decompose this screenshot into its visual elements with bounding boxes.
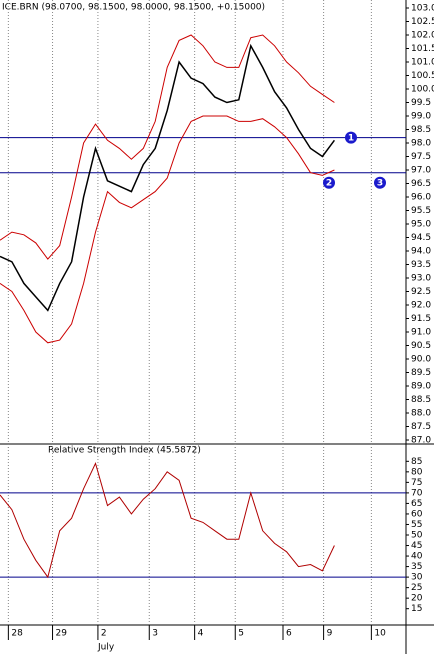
x-tick-label: 9 [327, 629, 333, 639]
y-tick-label: 88.0 [411, 409, 431, 419]
y-tick-label: 92.0 [411, 301, 431, 311]
y-tick-label: 87.5 [411, 422, 431, 432]
y-tick-label: 96.0 [411, 193, 431, 203]
y-tick-label: 93.0 [411, 274, 431, 284]
y-tick-label: 91.0 [411, 328, 431, 338]
y-tick-label: 102.5 [411, 17, 434, 27]
y-tick-label: 101.5 [411, 44, 434, 54]
x-tick-label: 4 [198, 629, 204, 639]
chart-title: Relative Strength Index (45.5872) [48, 446, 201, 456]
y-tick-label: 90.5 [411, 341, 431, 351]
annotation-label: 1 [348, 134, 354, 144]
y-tick-label: 65 [411, 499, 422, 509]
series-line [0, 115, 335, 344]
y-tick-label: 50 [411, 531, 423, 541]
y-tick-label: 90.0 [411, 355, 431, 365]
annotation-marker [374, 176, 386, 189]
y-tick-label: 92.5 [411, 287, 431, 297]
y-tick-label: 94.5 [411, 233, 431, 243]
y-tick-label: 35 [411, 562, 422, 572]
y-tick-label: 55 [411, 520, 422, 530]
x-tick-label: 29 [56, 629, 68, 639]
annotation-marker [345, 131, 357, 144]
y-tick-label: 25 [411, 583, 422, 593]
y-tick-label: 70 [411, 488, 423, 498]
y-tick-label: 88.5 [411, 395, 431, 405]
y-tick-label: 97.0 [411, 166, 431, 176]
y-tick-label: 96.5 [411, 179, 431, 189]
y-tick-label: 98.5 [411, 125, 431, 135]
annotation-marker [323, 176, 335, 189]
y-tick-label: 101.0 [411, 58, 434, 68]
y-tick-label: 98.0 [411, 139, 431, 149]
y-tick-label: 103.0 [411, 4, 434, 14]
x-tick-label: 3 [152, 629, 158, 639]
y-tick-label: 45 [411, 541, 422, 551]
y-tick-label: 95.0 [411, 220, 431, 230]
month-label: July [97, 643, 115, 653]
x-tick-label: 6 [286, 629, 292, 639]
chart-title: ICE.BRN (98.0700, 98.1500, 98.0000, 98.1… [2, 3, 265, 13]
y-tick-label: 94.0 [411, 247, 431, 257]
y-tick-label: 99.5 [411, 98, 431, 108]
y-tick-label: 93.5 [411, 260, 431, 270]
series-line [0, 34, 335, 260]
y-tick-label: 30 [411, 573, 423, 583]
y-tick-label: 89.0 [411, 382, 431, 392]
y-tick-label: 99.0 [411, 112, 431, 122]
y-tick-label: 91.5 [411, 314, 431, 324]
x-tick-label: 10 [374, 629, 386, 639]
y-tick-label: 100.0 [411, 85, 434, 95]
x-tick-label: 2 [101, 629, 107, 639]
y-tick-label: 40 [411, 552, 423, 562]
y-tick-label: 87.0 [411, 436, 431, 446]
x-tick-label: 28 [11, 629, 23, 639]
y-tick-label: 60 [411, 509, 423, 519]
y-tick-label: 85 [411, 457, 422, 467]
annotation-label: 3 [377, 179, 383, 189]
series-line [0, 461, 335, 579]
y-tick-label: 97.5 [411, 152, 431, 162]
series-line [0, 43, 336, 312]
y-tick-label: 102.0 [411, 31, 434, 41]
y-tick-label: 80 [411, 467, 423, 477]
annotation-label: 2 [326, 179, 332, 189]
y-tick-label: 20 [411, 594, 423, 604]
y-tick-label: 15 [411, 604, 422, 614]
y-tick-label: 75 [411, 478, 422, 488]
x-tick-label: 5 [238, 629, 244, 639]
y-tick-label: 95.5 [411, 206, 431, 216]
y-tick-label: 100.5 [411, 71, 434, 81]
y-tick-label: 89.5 [411, 368, 431, 378]
